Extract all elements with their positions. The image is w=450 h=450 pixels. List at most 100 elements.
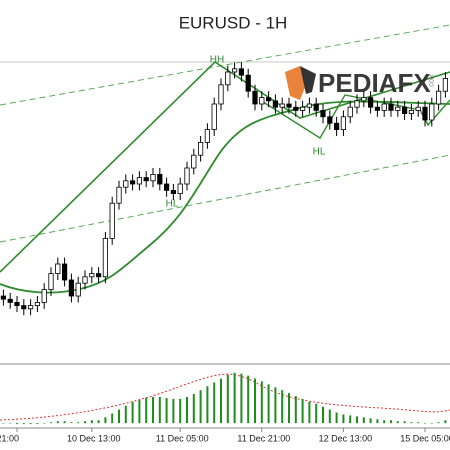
oscillator-bar: [328, 409, 331, 424]
oscillator-bar: [138, 399, 141, 424]
candle-body: [211, 103, 217, 131]
oscillator-bar: [430, 423, 433, 424]
candle-body: [272, 100, 279, 108]
candle-body: [238, 68, 244, 76]
oscillator-bar: [220, 378, 222, 424]
candle-body: [129, 180, 136, 185]
oscillator-bar: [410, 422, 413, 424]
candle-body: [306, 103, 313, 108]
candle-body: [415, 106, 421, 111]
oscillator-bar: [260, 381, 263, 424]
oscillator-bar: [437, 422, 440, 424]
candle-body: [143, 177, 149, 182]
oscillator-bar: [158, 396, 161, 424]
candle-body: [89, 273, 95, 278]
oscillator-bar: [424, 423, 426, 424]
oscillator-bar: [254, 378, 256, 424]
oscillator-bar: [22, 423, 25, 425]
oscillator-bar: [417, 422, 420, 424]
candle-body: [299, 106, 306, 111]
candle-body: [293, 106, 299, 111]
x-tick-label: 10 Dec 13:00: [67, 433, 121, 443]
oscillator-bar: [335, 412, 338, 424]
candle-body: [395, 106, 401, 111]
oscillator-bar: [2, 423, 5, 424]
candle-body: [34, 301, 41, 306]
candle-body: [109, 202, 115, 239]
oscillator-bar: [63, 421, 66, 424]
oscillator-bar: [9, 423, 12, 424]
candle-body: [388, 103, 394, 111]
oscillator-bar: [369, 418, 372, 424]
x-tick-label: 12 Dec 13:00: [319, 433, 373, 443]
oscillator-bar: [390, 420, 392, 424]
candle-body: [150, 173, 156, 182]
oscillator-bar: [50, 422, 52, 424]
oscillator-bar: [315, 403, 318, 424]
oscillator-bar: [131, 401, 134, 424]
oscillator-bar: [104, 417, 107, 424]
oscillator-bar: [322, 406, 324, 424]
oscillator-bar: [165, 397, 168, 424]
candle-body: [197, 141, 204, 156]
annotation: HH: [210, 55, 224, 66]
candle-body: [361, 97, 367, 102]
candle-body: [408, 110, 415, 115]
candle-body: [347, 106, 353, 118]
candle-body: [225, 71, 231, 86]
oscillator-bar: [281, 390, 284, 424]
candle-body: [96, 273, 102, 278]
oscillator-bar: [226, 374, 229, 424]
oscillator-bar: [213, 382, 216, 424]
watermark-sub: .COM: [429, 75, 435, 88]
candle-body: [0, 295, 7, 300]
candle-body: [442, 78, 449, 92]
candle-body: [218, 84, 224, 105]
oscillator-bar: [199, 390, 202, 424]
candle-body: [163, 183, 170, 191]
annotation: HL: [313, 147, 326, 158]
oscillator-bar: [179, 398, 182, 424]
candle-body: [374, 106, 381, 111]
x-tick-label: 15 Dec 05:00: [400, 433, 450, 443]
candle-body: [170, 189, 176, 194]
candle-body: [21, 305, 27, 310]
candle-body: [286, 103, 292, 108]
oscillator-bar: [186, 396, 188, 424]
candle-body: [320, 110, 326, 118]
oscillator-bar: [145, 397, 148, 424]
oscillator-bar: [267, 384, 270, 424]
oscillator-bar: [444, 420, 447, 424]
candles: [0, 62, 449, 316]
candle-body: [204, 129, 210, 143]
candle-body: [354, 100, 360, 108]
oscillator-bar: [383, 420, 386, 424]
candle-body: [422, 106, 428, 121]
oscillator-bar: [294, 396, 297, 424]
candle-body: [7, 298, 13, 303]
oscillator: [2, 372, 447, 425]
oscillator-bar: [172, 398, 175, 424]
oscillator-bar: [240, 373, 243, 424]
candle-body: [265, 97, 272, 102]
candle-body: [75, 282, 81, 297]
candle-body: [14, 301, 20, 306]
candle-body: [82, 276, 88, 284]
oscillator-bar: [43, 423, 46, 424]
channel-upper: [0, 24, 450, 106]
oscillator-bar: [152, 396, 154, 424]
oscillator-bar: [77, 422, 80, 424]
candle-body: [381, 103, 387, 111]
x-tick-label: 11 Dec 05:00: [156, 433, 209, 443]
candle-body: [68, 279, 74, 297]
watermark: PEDIAFX .COM: [285, 66, 435, 100]
candle-body: [231, 68, 238, 73]
oscillator-bar: [111, 413, 114, 424]
channel-lower: [0, 154, 450, 243]
x-tick-label: 11 Dec 21:00: [237, 433, 290, 443]
oscillator-bar: [233, 372, 236, 424]
oscillator-bar: [124, 405, 127, 424]
